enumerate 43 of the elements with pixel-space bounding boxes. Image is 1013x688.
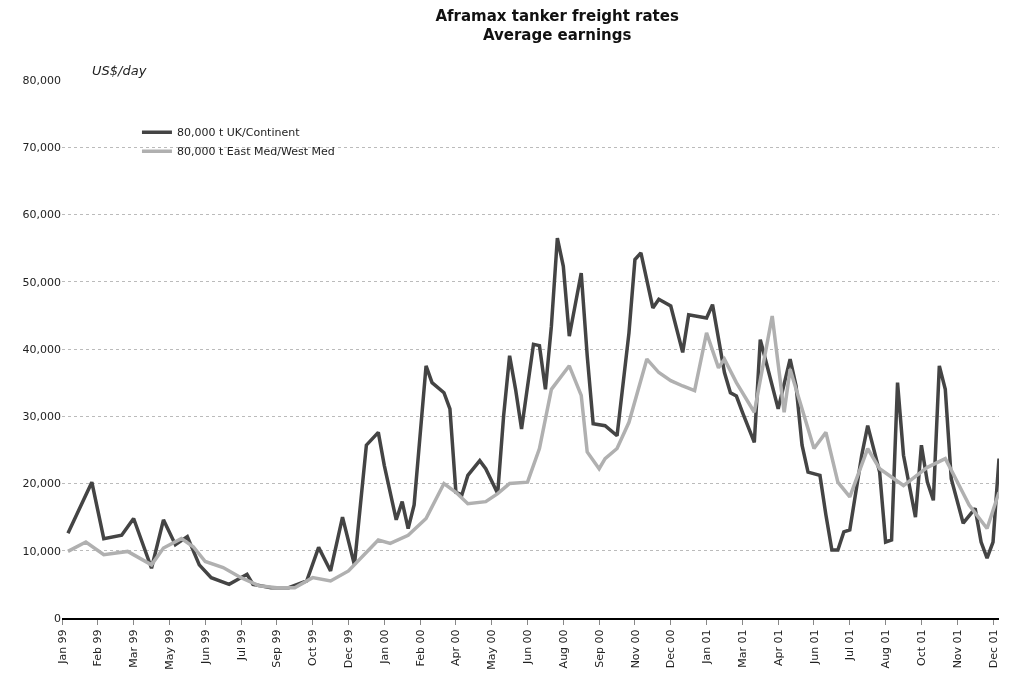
x-tick-label: Dec 01 [986, 629, 1000, 669]
x-tick-label: Feb 00 [413, 629, 427, 667]
x-tick-label: Dec 00 [664, 629, 678, 669]
x-tick-label: Jun 99 [198, 629, 212, 666]
y-tick-label: 30,000 [22, 410, 61, 424]
y-tick-label: 60,000 [22, 208, 61, 222]
x-tick-label: Sep 99 [270, 629, 284, 668]
y-axis-title: US$/day [92, 63, 147, 78]
x-tick-label: Jan 99 [55, 629, 69, 665]
x-tick-label: Sep 00 [592, 629, 606, 668]
line-series [66, 236, 999, 590]
y-tick-label: 0 [54, 611, 61, 625]
chart-subtitle: Average earnings [482, 26, 632, 45]
y-tick-label: 10,000 [22, 544, 61, 558]
legend-label: 80,000 t UK/Continent [176, 126, 301, 140]
legend-label: 80,000 t East Med/West Med [176, 145, 335, 159]
x-tick-label: Oct 99 [306, 629, 320, 666]
x-tick-label: Dec 99 [342, 629, 356, 669]
x-tick-label: Nov 00 [628, 629, 642, 669]
x-tick-label: Mar 01 [735, 629, 749, 668]
y-tick-label: 80,000 [22, 73, 61, 87]
chart-title: Aframax tanker freight rates [435, 6, 679, 25]
x-tick-label: Apr 00 [449, 629, 463, 666]
y-tick-label: 70,000 [22, 141, 61, 155]
x-tick-label: Aug 01 [879, 629, 893, 669]
x-tick-label: Jul 01 [843, 629, 857, 662]
line-series [66, 314, 999, 590]
x-tick-label: Apr 01 [771, 629, 785, 666]
x-tick-label: Jan 00 [377, 629, 391, 665]
x-tick-label: Feb 99 [91, 629, 105, 667]
x-tick-label: Jan 01 [700, 629, 714, 665]
x-tick-label: May 99 [163, 629, 176, 670]
x-tick-label: Mar 99 [127, 629, 141, 668]
x-tick-label: Oct 01 [914, 629, 928, 666]
x-tick-label: Aug 00 [556, 629, 570, 669]
y-tick-label: 20,000 [22, 477, 61, 491]
x-tick-label: Jun 00 [521, 629, 535, 666]
x-tick-label: Jun 01 [807, 629, 821, 666]
y-tick-label: 50,000 [22, 275, 61, 289]
x-tick-label: Jul 99 [234, 629, 248, 662]
y-tick-label: 40,000 [22, 342, 61, 356]
x-tick-label: May 00 [485, 629, 499, 670]
x-tick-label: Nov 01 [950, 629, 964, 669]
